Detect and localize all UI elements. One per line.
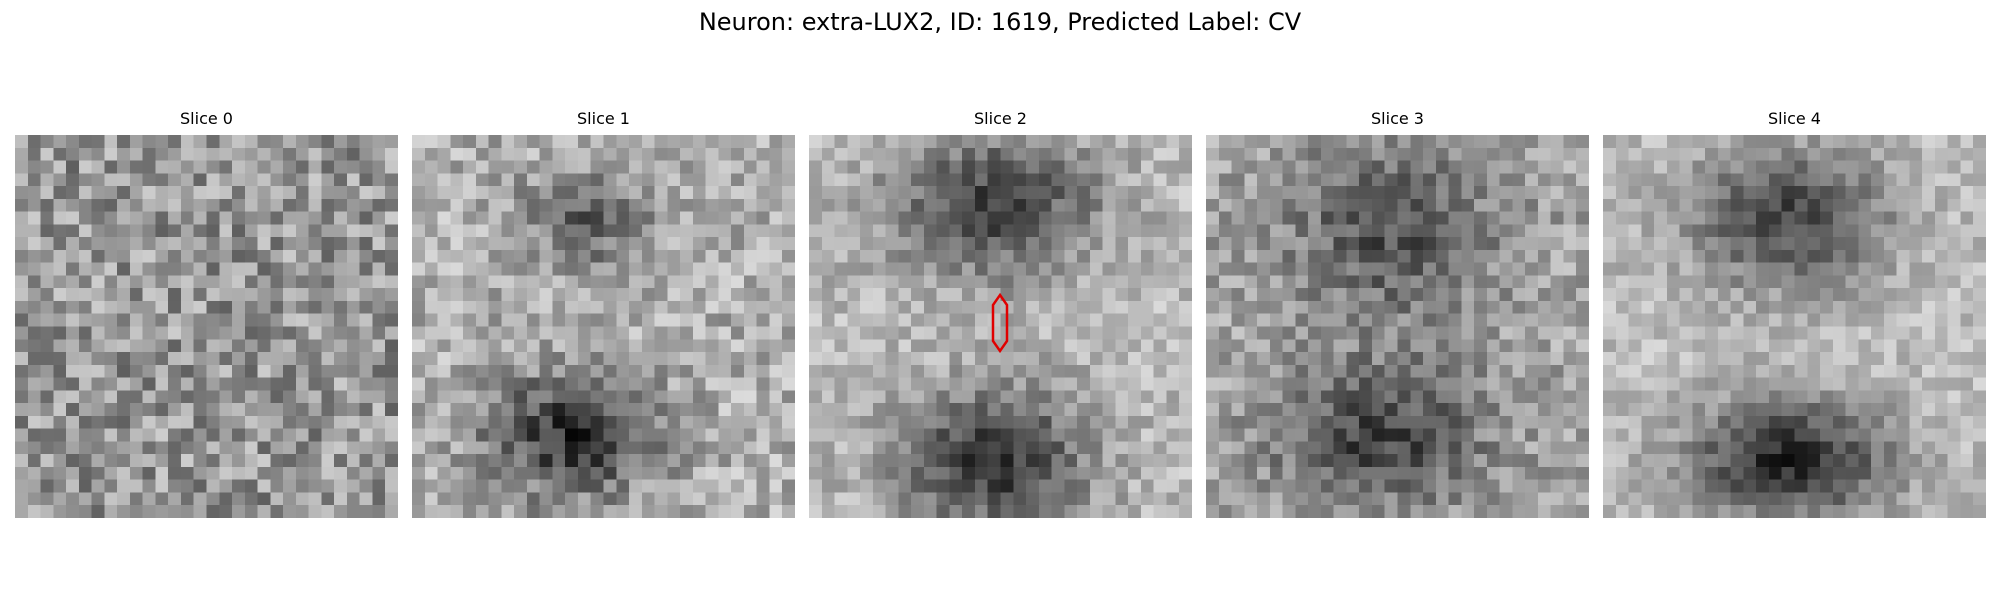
figure-title: Neuron: extra-LUX2, ID: 1619, Predicted … [698,8,1302,36]
slice-title: Slice 4 [1768,109,1821,128]
slice-title: Slice 2 [974,109,1027,128]
red-hexagon-marker [991,292,1009,354]
slice-title: Slice 3 [1371,109,1424,128]
slice-image-0 [15,135,398,518]
slice-image-1 [412,135,795,518]
synapse-marker [991,292,1009,354]
slice-image-2 [809,135,1192,518]
slice-title: Slice 0 [180,109,233,128]
slice-image-4 [1603,135,1986,518]
slice-image-3 [1206,135,1589,518]
slice-title: Slice 1 [577,109,630,128]
